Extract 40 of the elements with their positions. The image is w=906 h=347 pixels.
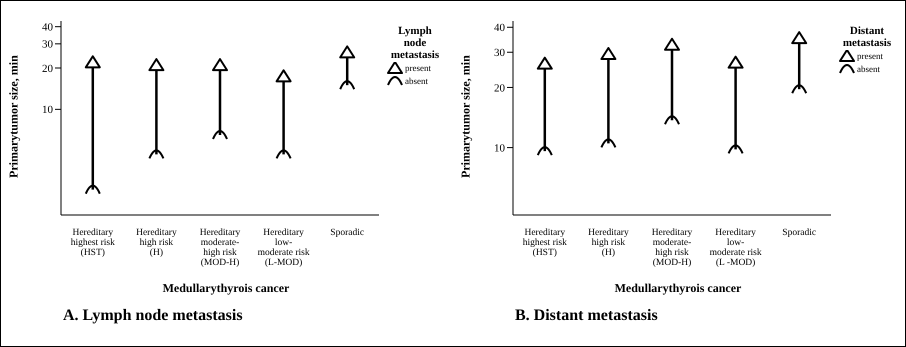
y-tick-label: 30 bbox=[42, 38, 54, 51]
text: A. Lymph node metastasis bbox=[63, 307, 243, 325]
x-tick-label: Hereditary highest risk (HST) bbox=[522, 228, 568, 258]
x-axis-title: Medullarythyrois cancer bbox=[162, 281, 290, 296]
point bbox=[728, 56, 744, 69]
x-tick-label: Hereditary moderate- high risk (MOD-H) bbox=[652, 228, 693, 268]
legend-label: present bbox=[405, 62, 431, 72]
x-tick-label: Hereditary low- moderate risk (L-MOD) bbox=[258, 228, 310, 268]
point bbox=[536, 56, 553, 70]
point bbox=[84, 55, 101, 68]
point bbox=[339, 45, 356, 58]
x-tick-label: Hereditary high risk (H) bbox=[136, 228, 177, 258]
legend-label: present bbox=[857, 50, 883, 60]
x-tick-label: Sporadic bbox=[330, 228, 364, 238]
y-tick-label: 40 bbox=[494, 22, 506, 34]
legend-title: Lymph node metastasis bbox=[390, 25, 440, 61]
y-tick-label: 10 bbox=[494, 142, 506, 155]
point bbox=[600, 47, 616, 60]
x-tick-label: Hereditary low- moderate risk (L -MOD) bbox=[710, 228, 762, 268]
x-tick-label: Hereditary high risk (H) bbox=[588, 228, 629, 258]
point bbox=[664, 38, 680, 51]
legend-label: absent bbox=[405, 76, 428, 86]
y-tick-label: 30 bbox=[494, 47, 506, 60]
legend-label: absent bbox=[857, 64, 880, 74]
y-tick-label: 40 bbox=[42, 22, 54, 34]
point bbox=[148, 58, 164, 72]
y-tick-label: 20 bbox=[494, 82, 506, 94]
y-axis-title: Primarytumor size, min bbox=[6, 54, 20, 178]
point bbox=[212, 58, 228, 72]
x-tick-label: Hereditary moderate- high risk (MOD-H) bbox=[200, 228, 241, 268]
point bbox=[276, 69, 292, 82]
y-tick-label: 10 bbox=[42, 104, 54, 116]
y-tick-label: 20 bbox=[42, 62, 54, 75]
x-tick-label: Sporadic bbox=[782, 228, 816, 238]
text: B. Distant metastasis bbox=[515, 307, 658, 325]
y-axis-title: Primarytumor size, min bbox=[458, 54, 472, 178]
x-tick-label: Hereditary highest risk (HST) bbox=[70, 228, 116, 258]
x-axis-title: Medullarythyrois cancer bbox=[614, 281, 742, 296]
legend-title: Distant metastasis bbox=[842, 25, 892, 49]
point bbox=[791, 31, 808, 44]
